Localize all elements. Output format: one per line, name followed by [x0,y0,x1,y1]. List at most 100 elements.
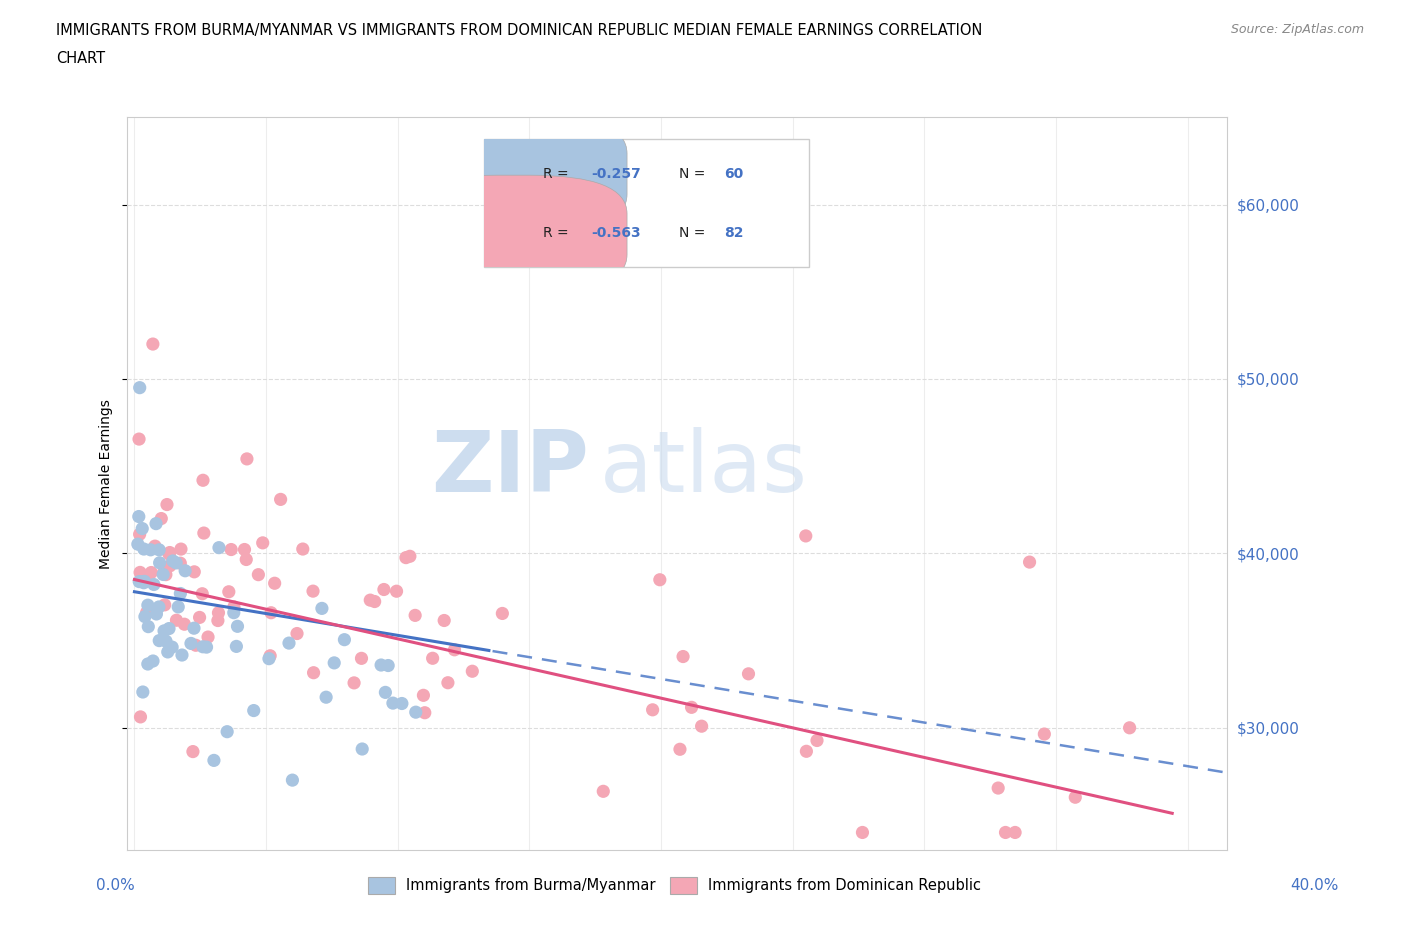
Point [128,526,150,541]
Point [167,600,190,615]
Point [233,542,256,557]
Point [145,606,167,621]
Point [145,516,167,531]
Point [222,600,245,615]
Point [806,733,828,748]
Point [391,696,413,711]
Point [381,696,404,711]
Point [128,432,150,446]
Point [132,575,155,590]
Point [333,632,356,647]
Point [149,555,172,570]
Point [197,630,219,644]
Point [208,540,231,555]
Point [127,537,149,551]
Point [247,567,270,582]
Legend: Immigrants from Burma/Myanmar, Immigrants from Dominican Republic: Immigrants from Burma/Myanmar, Immigrant… [363,871,987,899]
Text: 40.0%: 40.0% [1291,878,1339,893]
Point [202,753,225,768]
Text: ZIP: ZIP [432,428,589,511]
Point [323,656,346,671]
Point [162,553,184,568]
Point [491,606,513,621]
Point [157,621,180,636]
Point [1118,721,1140,736]
Point [443,643,465,658]
Point [180,636,202,651]
Point [165,555,187,570]
Y-axis label: Median Female Earnings: Median Female Earnings [100,399,114,568]
Point [302,584,325,599]
Point [142,337,165,352]
Point [143,538,166,553]
Point [142,654,165,669]
Point [461,664,484,679]
Point [169,556,191,571]
Point [219,542,242,557]
Point [350,651,373,666]
Point [399,549,422,564]
Point [987,780,1010,795]
Point [150,512,173,526]
Point [242,703,264,718]
Point [139,542,162,557]
Point [690,719,713,734]
Point [281,773,304,788]
Point [128,574,150,589]
Point [191,639,214,654]
Point [153,597,176,612]
Point [373,582,395,597]
Point [165,613,187,628]
Point [592,784,614,799]
Point [641,702,664,717]
Point [174,564,197,578]
Point [136,657,159,671]
Point [131,521,153,536]
Point [160,640,183,655]
Point [170,541,193,556]
Point [291,541,314,556]
Point [433,613,456,628]
Point [352,741,374,756]
Point [191,586,214,601]
Text: atlas: atlas [600,428,808,511]
Point [252,536,274,551]
Point [1018,554,1040,569]
Point [311,601,333,616]
Point [148,633,170,648]
Point [263,576,285,591]
Point [136,619,159,634]
Point [173,617,195,631]
Point [169,586,191,601]
Point [374,684,396,699]
Point [851,825,873,840]
Point [207,613,229,628]
Point [359,592,381,607]
Point [377,658,399,673]
Point [129,710,152,724]
Point [669,742,692,757]
Point [225,639,247,654]
Point [132,576,155,591]
Point [217,724,239,739]
Point [404,608,426,623]
Point [155,633,177,648]
Text: Source: ZipAtlas.com: Source: ZipAtlas.com [1230,23,1364,36]
Point [153,623,176,638]
Point [405,705,427,720]
Point [796,744,818,759]
Point [193,525,215,540]
Text: CHART: CHART [56,51,105,66]
Point [412,688,434,703]
Text: IMMIGRANTS FROM BURMA/MYANMAR VS IMMIGRANTS FROM DOMINICAN REPUBLIC MEDIAN FEMAL: IMMIGRANTS FROM BURMA/MYANMAR VS IMMIGRA… [56,23,983,38]
Point [128,380,150,395]
Point [128,509,150,524]
Point [129,565,152,579]
Point [370,658,392,672]
Point [226,618,249,633]
Point [343,675,366,690]
Point [135,604,157,619]
Point [302,665,325,680]
Point [672,649,695,664]
Point [270,492,292,507]
